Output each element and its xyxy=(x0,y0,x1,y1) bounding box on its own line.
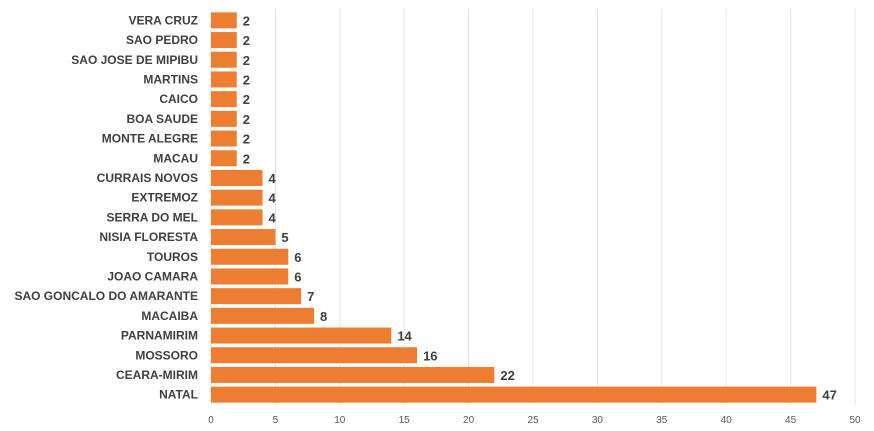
bar xyxy=(211,288,302,305)
value-label: 8 xyxy=(320,309,327,324)
category-label: SERRA DO MEL xyxy=(106,210,198,224)
bar xyxy=(211,386,817,403)
value-label: 2 xyxy=(243,112,250,127)
value-label: 6 xyxy=(294,269,301,284)
category-label: NATAL xyxy=(159,388,198,402)
category-label: MOSSORO xyxy=(135,348,198,362)
x-tick-label: 0 xyxy=(208,415,214,426)
bar xyxy=(211,229,276,246)
x-tick-label: 10 xyxy=(334,415,346,426)
value-label: 47 xyxy=(822,388,836,403)
value-label: 2 xyxy=(243,13,250,28)
category-label: TOUROS xyxy=(147,250,198,264)
bar xyxy=(211,150,237,167)
category-label: EXTREMOZ xyxy=(131,191,198,205)
value-label: 7 xyxy=(307,289,314,304)
x-tick-label: 45 xyxy=(785,415,797,426)
value-label: 4 xyxy=(269,210,277,225)
bar xyxy=(211,169,263,186)
x-tick-label: 50 xyxy=(849,415,861,426)
category-label: JOAO CAMARA xyxy=(107,269,198,283)
x-tick-label: 25 xyxy=(527,415,539,426)
value-label: 2 xyxy=(243,53,250,68)
category-label: BOA SAUDE xyxy=(126,112,198,126)
value-label: 6 xyxy=(294,250,301,265)
bars xyxy=(211,12,817,403)
bar xyxy=(211,327,392,344)
category-label: MONTE ALEGRE xyxy=(102,132,198,146)
x-tick-label: 35 xyxy=(656,415,668,426)
bar xyxy=(211,248,289,265)
bar xyxy=(211,209,263,226)
value-label: 2 xyxy=(243,151,250,166)
value-label: 5 xyxy=(281,230,288,245)
category-label: MARTINS xyxy=(143,72,198,86)
category-label: PARNAMIRIM xyxy=(121,329,198,343)
value-label: 4 xyxy=(269,191,277,206)
value-label: 4 xyxy=(269,171,277,186)
category-label: SAO PEDRO xyxy=(126,33,198,47)
category-label: MACAIBA xyxy=(141,309,198,323)
bar xyxy=(211,51,237,68)
bar xyxy=(211,347,418,364)
gridlines xyxy=(210,8,856,405)
category-label: CURRAIS NOVOS xyxy=(97,171,198,185)
bar xyxy=(211,71,237,88)
category-label: SAO JOSE DE MIPIBU xyxy=(71,53,198,67)
bar xyxy=(211,366,495,383)
category-label: CEARA-MIRIM xyxy=(116,368,198,382)
x-tick-label: 40 xyxy=(721,415,733,426)
bar xyxy=(211,12,237,29)
bar xyxy=(211,110,237,127)
value-label: 2 xyxy=(243,72,250,87)
category-labels: VERA CRUZ SAO PEDRO SAO JOSE DE MIPIBU MART… xyxy=(14,13,198,401)
bar xyxy=(211,268,289,285)
bar xyxy=(211,189,263,206)
category-label: VERA CRUZ xyxy=(128,13,198,27)
category-label: SAO GONCALO DO AMARANTE xyxy=(14,289,198,303)
x-tick-label: 15 xyxy=(399,415,411,426)
value-label: 2 xyxy=(243,132,250,147)
value-label: 14 xyxy=(397,329,412,344)
x-tick-label: 30 xyxy=(592,415,604,426)
x-tick-labels: 0 5 10 15 20 25 30 35 40 45 50 xyxy=(208,415,861,426)
value-label: 22 xyxy=(500,368,514,383)
x-tick-label: 5 xyxy=(273,415,279,426)
value-label: 2 xyxy=(243,33,250,48)
value-label: 16 xyxy=(423,348,437,363)
bar xyxy=(211,130,237,147)
category-label: CAICO xyxy=(159,92,198,106)
bar xyxy=(211,91,237,108)
x-tick-label: 20 xyxy=(463,415,475,426)
bar xyxy=(211,32,237,49)
value-label: 2 xyxy=(243,92,250,107)
bar xyxy=(211,307,315,324)
category-label: NISIA FLORESTA xyxy=(99,230,198,244)
category-label: MACAU xyxy=(153,151,198,165)
